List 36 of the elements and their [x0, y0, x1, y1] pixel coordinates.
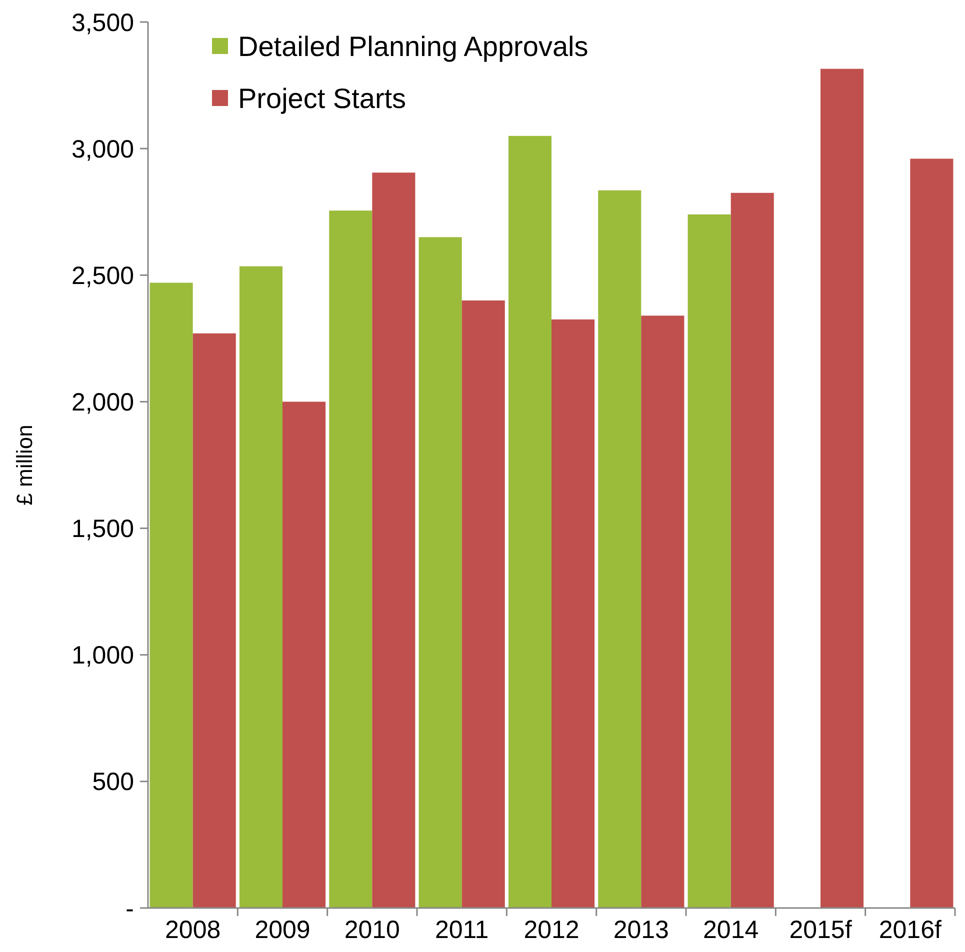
bar	[820, 68, 864, 908]
y-tick-label: 3,500	[71, 8, 134, 37]
legend-label: Detailed Planning Approvals	[238, 30, 588, 62]
bar	[552, 319, 595, 908]
y-tick-label: 1,000	[71, 642, 134, 670]
bar	[372, 172, 416, 908]
x-tick-label: 2008	[165, 916, 221, 944]
bar	[282, 402, 326, 908]
x-tick-label: 2011	[434, 916, 489, 944]
bar	[508, 136, 552, 908]
bar	[329, 210, 372, 908]
y-tick-label: 3,000	[71, 135, 134, 164]
bar	[418, 237, 462, 908]
y-tick-label: 500	[92, 768, 134, 796]
x-tick-label: 2012	[524, 916, 580, 944]
bar	[192, 333, 236, 908]
x-tick-label: 2016f	[878, 916, 942, 944]
x-tick-label: 2014	[703, 916, 759, 944]
x-tick-label: 2013	[613, 916, 669, 944]
legend-label: Project Starts	[238, 82, 406, 114]
y-tick-label: -	[126, 894, 134, 923]
bar	[688, 214, 731, 908]
bar	[150, 282, 193, 908]
bar	[730, 192, 774, 908]
bar	[239, 266, 282, 908]
bar	[462, 300, 505, 908]
x-tick-label: 2010	[344, 916, 400, 944]
bar	[641, 316, 684, 908]
y-tick-label: 2,500	[71, 262, 134, 290]
x-tick-label: 2009	[254, 916, 310, 944]
bar	[598, 190, 642, 908]
y-axis-title: £ million	[12, 424, 37, 506]
y-tick-label: 1,500	[71, 515, 134, 544]
x-tick-label: 2015f	[789, 916, 852, 944]
y-tick-label: 2,000	[71, 388, 134, 416]
bar	[910, 158, 954, 908]
